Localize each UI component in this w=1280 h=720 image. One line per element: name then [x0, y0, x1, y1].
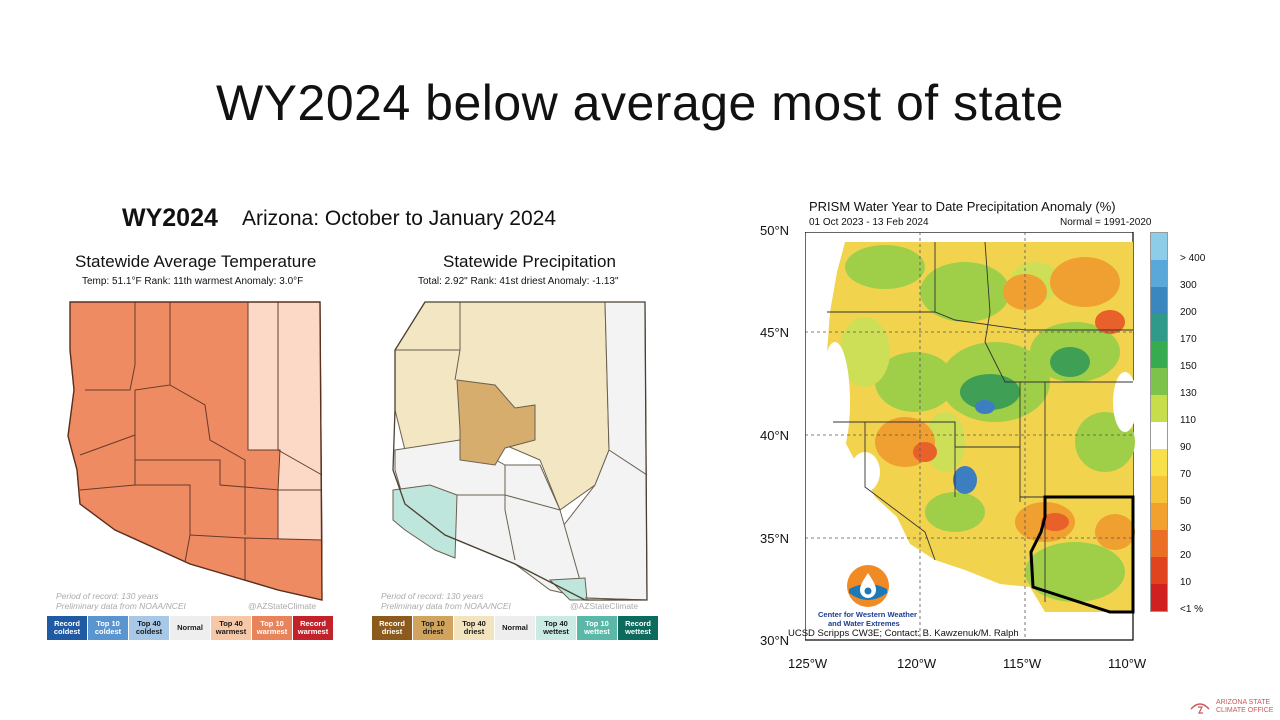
colorbar-swatch — [1150, 557, 1168, 584]
colorbar-swatch — [1150, 287, 1168, 314]
climate-office-logo-icon — [1190, 703, 1210, 714]
prism-colorbar — [1150, 232, 1168, 612]
temperature-legend: Record coldest Top 10 coldest Top 40 colde… — [47, 616, 334, 640]
precip-legend-item: Record driest — [372, 616, 413, 640]
temp-legend-item: Top 10 warmest — [252, 616, 293, 640]
precip-footnote-2: Preliminary data from NOAA/NCEI — [381, 601, 511, 611]
lon-label-125: 125°W — [788, 656, 828, 671]
colorbar-swatch — [1150, 341, 1168, 368]
precip-legend-item: Top 10 wettest — [577, 616, 618, 640]
precip-handle: @AZStateClimate — [570, 601, 639, 611]
lat-label-35: 35°N — [760, 531, 790, 546]
precipitation-legend: Record driest Top 10 driest Top 40 driest N… — [372, 616, 659, 640]
precip-legend-item: Top 40 wettest — [536, 616, 577, 640]
colorbar-label: 170 — [1180, 334, 1197, 345]
temp-legend-item: Top 10 coldest — [88, 616, 129, 640]
temp-legend-item: Record coldest — [47, 616, 88, 640]
precip-legend-item: Top 40 driest — [454, 616, 495, 640]
temp-legend-item: Record warmest — [293, 616, 334, 640]
temp-footnote-2: Preliminary data from NOAA/NCEI — [56, 601, 186, 611]
lon-label-110: 110°W — [1108, 656, 1147, 671]
colorbar-swatch — [1150, 422, 1168, 449]
colorbar-label: 50 — [1180, 496, 1192, 507]
colorbar-label: 20 — [1180, 550, 1192, 561]
colorbar-swatch — [1150, 314, 1168, 341]
colorbar-label: 130 — [1180, 388, 1197, 399]
temp-legend-item: Top 40 coldest — [129, 616, 170, 640]
cw3e-logo-icon — [847, 565, 889, 607]
colorbar-swatch — [1150, 232, 1168, 260]
office-line-1: ARIZONA STATE — [1216, 699, 1271, 706]
prism-title: PRISM Water Year to Date Precipitation A… — [809, 199, 1116, 214]
prism-normal: Normal = 1991-2020 — [1060, 217, 1152, 228]
climate-office-name: ARIZONA STATE CLIMATE OFFICE — [1216, 699, 1273, 715]
prism-anomaly-map — [805, 232, 1135, 641]
colorbar-label: 10 — [1180, 577, 1192, 588]
colorbar-label: 200 — [1180, 307, 1197, 318]
slide-title: WY2024 below average most of state — [215, 75, 1064, 131]
temp-legend-item: Normal — [170, 616, 211, 640]
colorbar-label: 90 — [1180, 442, 1192, 453]
colorbar-label: 300 — [1180, 280, 1197, 291]
colorbar-swatch — [1150, 476, 1168, 503]
precipitation-map — [392, 301, 648, 601]
colorbar-swatch — [1150, 368, 1168, 395]
temp-panel-subtitle: Temp: 51.1°F Rank: 11th warmest Anomaly:… — [82, 276, 304, 287]
period-heading: Arizona: October to January 2024 — [242, 207, 557, 230]
precip-footnote-1: Period of record: 130 years — [381, 591, 484, 601]
temp-handle: @AZStateClimate — [248, 601, 317, 611]
lat-label-40: 40°N — [760, 428, 790, 443]
cw3e-line-2: and Water Extremes — [828, 618, 900, 628]
precip-panel-subtitle: Total: 2.92" Rank: 41st driest Anomaly: … — [418, 276, 619, 287]
colorbar-swatch — [1150, 503, 1168, 530]
lat-label-50: 50°N — [760, 223, 790, 238]
colorbar-swatch — [1150, 395, 1168, 422]
lat-label-45: 45°N — [760, 325, 790, 340]
colorbar-label: 110 — [1180, 415, 1196, 426]
precip-legend-item: Record wettest — [618, 616, 659, 640]
precip-legend-item: Normal — [495, 616, 536, 640]
prism-dates: 01 Oct 2023 - 13 Feb 2024 — [809, 217, 929, 228]
colorbar-label: 30 — [1180, 523, 1192, 534]
precip-panel-title: Statewide Precipitation — [443, 252, 616, 271]
colorbar-label: 150 — [1180, 361, 1197, 372]
prism-credit: UCSD Scripps CW3E; Contact: B. Kawzenuk/… — [788, 628, 1019, 639]
lon-label-120: 120°W — [897, 656, 937, 671]
temp-footnote-1: Period of record: 130 years — [56, 591, 159, 601]
lat-label-30: 30°N — [760, 633, 790, 648]
office-line-2: CLIMATE OFFICE — [1216, 707, 1274, 714]
precip-legend-item: Top 10 driest — [413, 616, 454, 640]
cw3e-name: Center for Western Weather and Water Ext… — [818, 610, 917, 628]
colorbar-swatch — [1150, 260, 1168, 287]
temp-legend-item: Top 40 warmest — [211, 616, 252, 640]
colorbar-label: > 400 — [1180, 253, 1206, 264]
colorbar-swatch — [1150, 530, 1168, 557]
colorbar-label: <1 % — [1180, 604, 1204, 615]
colorbar-swatch — [1150, 584, 1168, 612]
cw3e-line-1: Center for Western Weather — [818, 610, 917, 619]
colorbar-swatch — [1150, 449, 1168, 476]
wy-heading: WY2024 — [122, 204, 218, 232]
colorbar-label: 70 — [1180, 469, 1192, 480]
temp-panel-title: Statewide Average Temperature — [75, 252, 317, 271]
temperature-map — [67, 301, 323, 601]
lon-label-115: 115°W — [1003, 656, 1042, 671]
